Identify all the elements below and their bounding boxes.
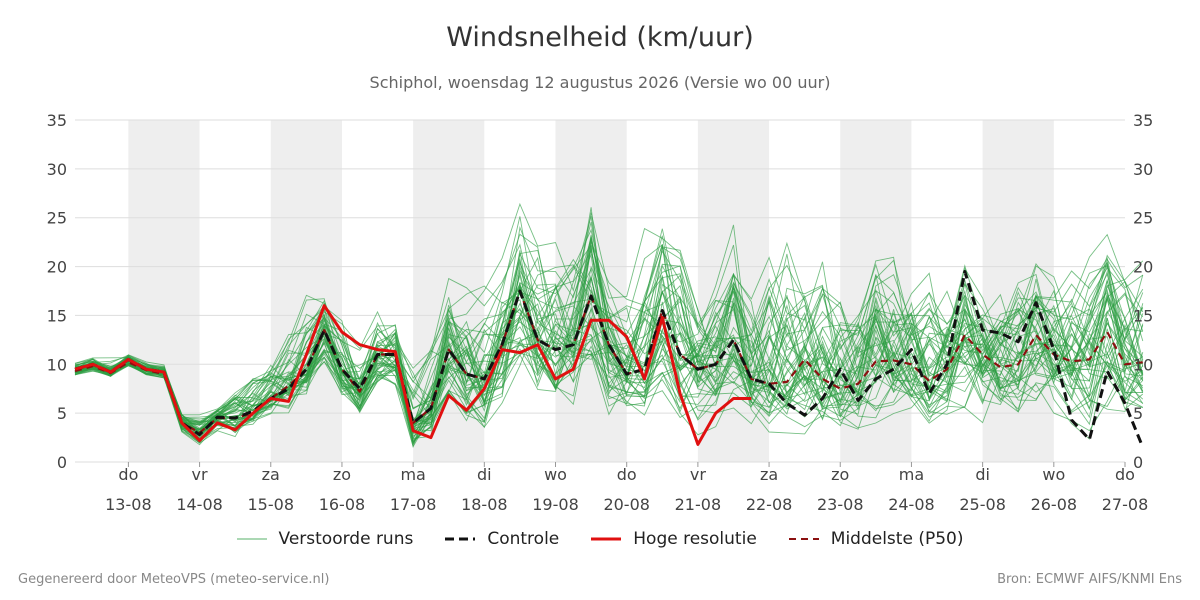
x-tick-weekday: ma bbox=[899, 465, 924, 484]
legend-item-control[interactable]: Controle bbox=[445, 529, 559, 549]
footer-generator: Gegenereerd door MeteoVPS (meteo-service… bbox=[18, 572, 330, 587]
legend-item-perturbed[interactable]: Verstoorde runs bbox=[236, 529, 414, 549]
x-tick-date: 17-08 bbox=[390, 495, 437, 514]
y-tick-label-right: 20 bbox=[1133, 258, 1153, 277]
x-tick-date: 13-08 bbox=[105, 495, 152, 514]
legend-label-hires: Hoge resolutie bbox=[633, 529, 757, 549]
x-tick-weekday: di bbox=[975, 465, 990, 484]
day-band bbox=[982, 120, 1054, 462]
x-tick-weekday: vr bbox=[690, 465, 706, 484]
legend-swatch-hires bbox=[591, 535, 622, 543]
day-band bbox=[128, 120, 200, 462]
legend-item-hires[interactable]: Hoge resolutie bbox=[591, 529, 757, 549]
legend-swatch-perturbed bbox=[236, 535, 267, 543]
x-tick-weekday: za bbox=[760, 465, 778, 484]
perturbed-run-line bbox=[74, 253, 1144, 435]
x-tick-date: 24-08 bbox=[888, 495, 935, 514]
y-tick-label-left: 30 bbox=[47, 160, 67, 179]
x-tick-date: 22-08 bbox=[746, 495, 793, 514]
legend-label-perturbed: Verstoorde runs bbox=[278, 529, 414, 549]
perturbed-run-line bbox=[74, 274, 1144, 432]
x-tick-weekday: do bbox=[118, 465, 138, 484]
y-tick-label-right: 35 bbox=[1133, 111, 1153, 130]
y-tick-label-left: 15 bbox=[47, 306, 67, 325]
x-tick-date: 21-08 bbox=[675, 495, 722, 514]
x-tick-date: 16-08 bbox=[319, 495, 366, 514]
y-tick-label-right: 10 bbox=[1133, 355, 1153, 374]
x-tick-date: 20-08 bbox=[603, 495, 650, 514]
legend-item-median[interactable]: Middelste (P50) bbox=[788, 529, 964, 549]
x-tick-weekday: di bbox=[477, 465, 492, 484]
axis-labels: 0 0 5 5 10 10 15 15 20 20 25 25 30 30 35 35 do 13-08 vr 14-… bbox=[47, 111, 1154, 514]
x-tick-weekday: zo bbox=[333, 465, 351, 484]
x-tick-weekday: zo bbox=[831, 465, 849, 484]
x-tick-date: 15-08 bbox=[248, 495, 295, 514]
control-line bbox=[74, 270, 1145, 448]
x-tick-weekday: ma bbox=[400, 465, 425, 484]
y-tick-label-left: 35 bbox=[47, 111, 67, 130]
y-tick-label-left: 0 bbox=[57, 453, 67, 472]
x-tick-date: 27-08 bbox=[1102, 495, 1149, 514]
y-tick-label-right: 0 bbox=[1133, 453, 1143, 472]
x-tick-date: 26-08 bbox=[1031, 495, 1078, 514]
median-line bbox=[74, 289, 1143, 434]
perturbed-run-line bbox=[74, 250, 1144, 431]
y-tick-label-left: 10 bbox=[47, 355, 67, 374]
x-tick-weekday: za bbox=[262, 465, 280, 484]
x-tick-date: 25-08 bbox=[959, 495, 1006, 514]
main-series-lines bbox=[74, 270, 1145, 448]
y-tick-label-left: 25 bbox=[47, 209, 67, 228]
legend-label-median: Middelste (P50) bbox=[830, 529, 964, 549]
hires-line bbox=[74, 304, 752, 446]
y-tick-label-right: 15 bbox=[1133, 306, 1153, 325]
x-tick-weekday: do bbox=[617, 465, 637, 484]
perturbed-run-line bbox=[74, 280, 1144, 444]
y-tick-label-right: 30 bbox=[1133, 160, 1153, 179]
perturbed-run-line bbox=[74, 264, 1144, 434]
y-tick-label-right: 25 bbox=[1133, 209, 1153, 228]
y-tick-label-right: 5 bbox=[1133, 404, 1143, 423]
x-tick-date: 19-08 bbox=[532, 495, 579, 514]
x-tick-date: 18-08 bbox=[461, 495, 508, 514]
y-tick-label-left: 20 bbox=[47, 258, 67, 277]
legend-swatch-control bbox=[445, 535, 476, 543]
legend-swatch-median bbox=[788, 535, 819, 543]
y-tick-label-left: 5 bbox=[57, 404, 67, 423]
perturbed-run-line bbox=[74, 282, 1144, 440]
legend-label-control: Controle bbox=[487, 529, 560, 549]
wind-speed-chart: 0 0 5 5 10 10 15 15 20 20 25 25 30 30 35 35 do 13-08 vr 14-… bbox=[47, 111, 1154, 514]
chart-title: Windsnelheid (km/uur) bbox=[446, 22, 754, 53]
x-tick-weekday: wo bbox=[1042, 465, 1065, 484]
perturbed-run-line bbox=[74, 267, 1144, 441]
day-band bbox=[270, 120, 342, 462]
x-tick-weekday: do bbox=[1115, 465, 1135, 484]
perturbed-run-line bbox=[74, 224, 1144, 433]
x-tick-weekday: wo bbox=[544, 465, 567, 484]
x-tick-date: 14-08 bbox=[176, 495, 223, 514]
legend: Verstoorde runs Controle Hoge resolutie … bbox=[0, 529, 1200, 549]
perturbed-run-line bbox=[74, 202, 1144, 418]
chart-subtitle: Schiphol, woensdag 12 augustus 2026 (Ver… bbox=[369, 73, 831, 92]
x-tick-date: 23-08 bbox=[817, 495, 864, 514]
footer-source: Bron: ECMWF AIFS/KNMI Ens bbox=[997, 572, 1182, 587]
perturbed-run-line bbox=[74, 225, 1144, 434]
grid-lines bbox=[75, 119, 1125, 463]
perturbed-run-line bbox=[74, 248, 1144, 435]
x-tick-weekday: vr bbox=[192, 465, 208, 484]
perturbed-run-line bbox=[74, 265, 1144, 439]
